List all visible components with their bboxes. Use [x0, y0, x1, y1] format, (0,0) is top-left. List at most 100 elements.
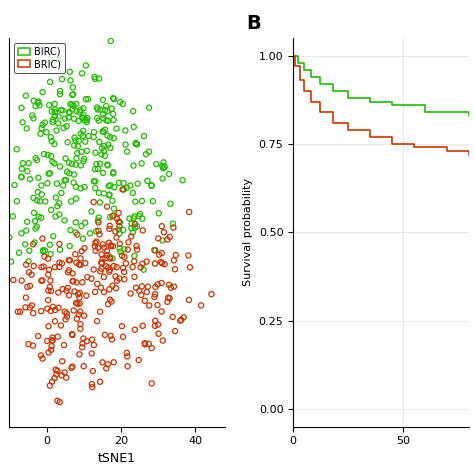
Point — [70, 171, 78, 178]
Point — [98, 145, 106, 152]
Point — [52, 194, 60, 201]
Point — [164, 236, 171, 243]
Point — [124, 353, 131, 360]
Point — [83, 147, 91, 155]
Point — [56, 163, 64, 170]
Point — [37, 182, 45, 189]
Point — [208, 291, 215, 298]
Point — [91, 288, 99, 296]
Point — [82, 259, 89, 267]
Point — [47, 307, 55, 315]
Point — [61, 176, 68, 184]
Point — [46, 382, 54, 390]
Point — [88, 336, 96, 344]
Point — [151, 291, 159, 298]
Point — [18, 104, 25, 111]
Point — [78, 247, 85, 255]
Point — [123, 148, 131, 155]
Point — [55, 113, 63, 120]
Point — [110, 358, 118, 366]
Point — [131, 212, 138, 220]
Point — [120, 268, 128, 276]
Point — [106, 266, 114, 274]
Point — [141, 341, 149, 348]
Point — [120, 253, 128, 261]
Point — [143, 288, 151, 296]
Point — [91, 73, 98, 81]
Point — [22, 92, 30, 100]
Point — [100, 273, 108, 281]
Point — [51, 106, 58, 113]
Point — [133, 223, 141, 230]
Point — [106, 285, 113, 293]
Point — [70, 142, 78, 149]
Point — [91, 149, 99, 156]
Point — [95, 227, 102, 235]
Point — [109, 211, 117, 219]
Point — [49, 118, 56, 126]
Point — [119, 100, 127, 108]
Point — [95, 117, 102, 124]
Point — [105, 191, 113, 199]
Point — [25, 159, 32, 167]
Point — [153, 160, 160, 168]
Point — [55, 200, 63, 207]
Point — [92, 228, 100, 235]
Point — [37, 307, 45, 315]
Point — [112, 273, 119, 280]
Point — [26, 247, 33, 255]
Point — [185, 208, 193, 216]
Point — [49, 334, 56, 341]
Point — [129, 107, 137, 115]
Point — [39, 235, 46, 242]
Point — [108, 242, 115, 250]
Point — [108, 336, 116, 343]
Point — [55, 211, 63, 219]
Point — [74, 142, 82, 150]
Point — [34, 99, 42, 107]
Point — [49, 303, 57, 310]
Point — [28, 112, 36, 119]
Point — [31, 239, 38, 246]
Point — [127, 290, 135, 297]
Point — [121, 246, 128, 253]
Point — [36, 101, 43, 109]
Point — [37, 277, 45, 284]
Point — [48, 137, 55, 145]
Point — [109, 282, 116, 290]
Point — [130, 162, 137, 169]
Point — [41, 253, 48, 260]
Point — [48, 342, 55, 350]
Point — [81, 155, 88, 163]
Point — [179, 176, 186, 184]
Point — [63, 122, 71, 130]
Point — [64, 268, 72, 276]
Point — [98, 265, 105, 273]
Point — [25, 340, 32, 348]
Point — [64, 168, 71, 175]
Point — [52, 213, 59, 220]
Point — [98, 151, 105, 158]
Point — [69, 83, 77, 91]
Point — [109, 168, 117, 176]
Point — [35, 174, 42, 182]
Point — [170, 283, 178, 291]
Point — [26, 282, 34, 290]
Point — [74, 300, 82, 308]
Point — [133, 246, 141, 254]
Point — [127, 182, 134, 189]
Point — [94, 244, 102, 252]
Point — [79, 339, 86, 347]
Point — [48, 378, 56, 385]
Point — [44, 151, 52, 159]
Point — [83, 118, 91, 126]
Point — [80, 127, 87, 135]
Point — [132, 140, 139, 147]
Point — [124, 246, 132, 254]
Point — [138, 160, 146, 167]
Point — [23, 218, 31, 226]
Text: B: B — [246, 14, 261, 33]
Point — [30, 115, 37, 122]
Point — [104, 132, 111, 139]
Point — [26, 304, 34, 311]
